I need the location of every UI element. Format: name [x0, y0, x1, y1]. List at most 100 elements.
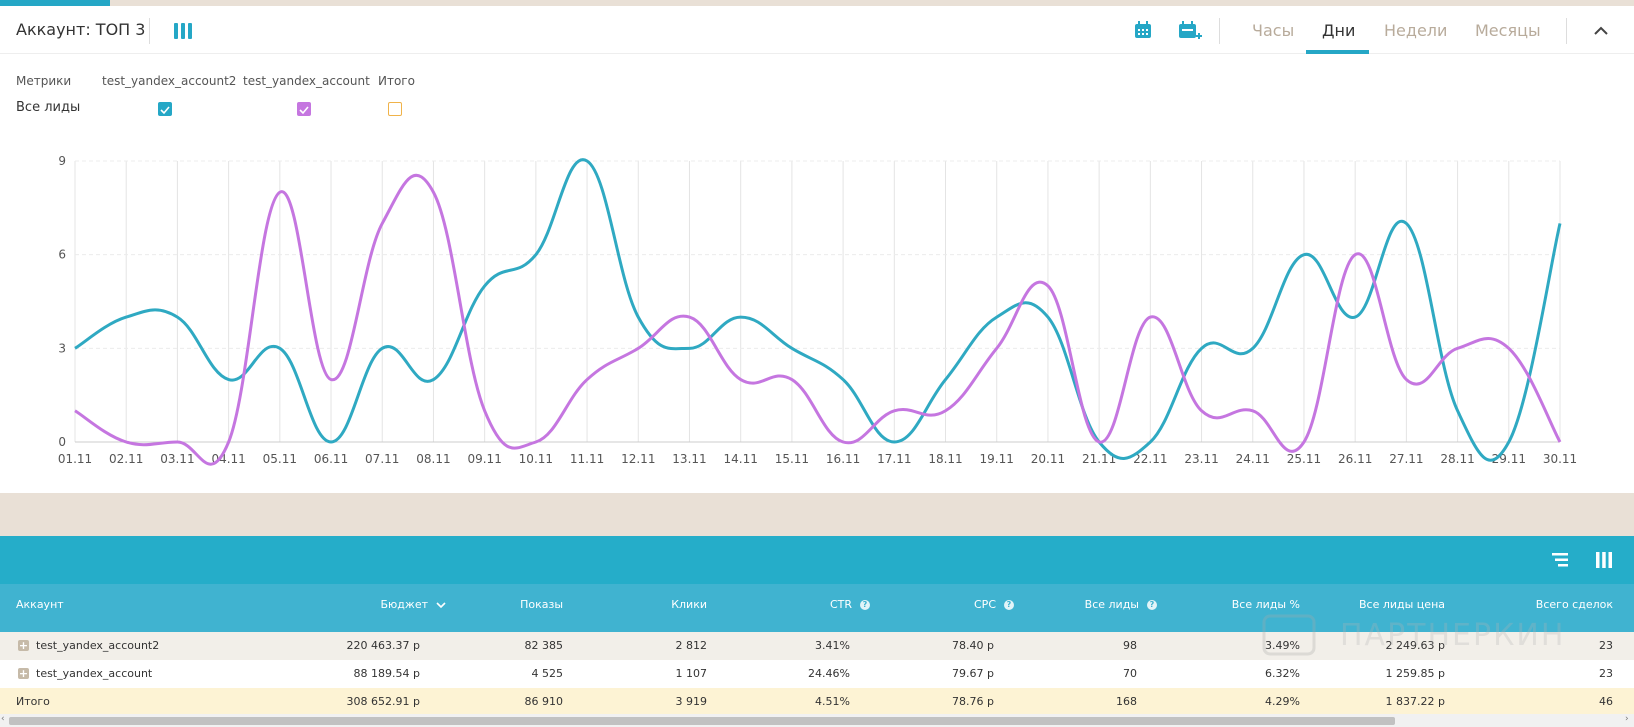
column-header-3[interactable]: Показы	[520, 598, 563, 611]
column-header-9[interactable]: Все лиды цена	[1359, 598, 1445, 611]
x-tick-label: 28.11	[1440, 452, 1474, 466]
y-tick-label: 9	[58, 154, 66, 168]
calendar-icon[interactable]	[1134, 21, 1152, 39]
legend-series-1: test_yandex_account2	[102, 74, 237, 88]
help-icon[interactable]: ?	[860, 600, 870, 610]
x-tick-label: 23.11	[1184, 452, 1218, 466]
table-cell: 2 812	[675, 639, 708, 652]
table-cell: 1 259.85 р	[1385, 667, 1445, 680]
table-cell: 78.76 р	[952, 695, 994, 708]
checkbox-series-1[interactable]	[158, 102, 172, 116]
tab-weeks[interactable]: Недели	[1384, 21, 1448, 40]
x-tick-label: 09.11	[467, 452, 501, 466]
table-row[interactable]: + test_yandex_account 88 189.54 р 4 525 1 10…	[0, 660, 1634, 688]
table-cell: 168	[1116, 695, 1137, 708]
metrics-label: Метрики	[16, 74, 72, 88]
column-header-10[interactable]: Всего сделок	[1536, 598, 1613, 611]
x-tick-label: 18.11	[928, 452, 962, 466]
expand-row-icon[interactable]: +	[18, 639, 29, 652]
table-cell: 4.51%	[815, 695, 850, 708]
divider	[149, 18, 150, 44]
leads-line-chart: 01.11 02.11 03.11 04.11 05.11 06.11 07.11 08.11…	[58, 154, 1577, 466]
checkbox-total[interactable]	[388, 102, 402, 116]
table-cell: 23	[1599, 667, 1613, 680]
horizontal-scrollbar[interactable]: ‹ ›	[0, 714, 1634, 727]
x-tick-label: 19.11	[980, 452, 1014, 466]
column-header-label: Все лиды цена	[1358, 598, 1445, 611]
tab-months[interactable]: Месяцы	[1475, 21, 1541, 40]
chevron-up-icon[interactable]	[1592, 23, 1610, 37]
x-tick-label: 11.11	[570, 452, 604, 466]
column-header-label: CTR	[829, 598, 852, 611]
table-toolbar	[0, 536, 1634, 584]
table-cell: 46	[1599, 695, 1613, 708]
column-header-4[interactable]: Клики	[671, 598, 707, 611]
table-cell: 88 189.54 р	[353, 667, 420, 680]
column-header-label: CPC	[974, 598, 996, 611]
column-header-8[interactable]: Все лиды %	[1232, 598, 1300, 611]
table-cell: 3 919	[675, 695, 708, 708]
scroll-left-icon[interactable]: ‹	[1, 714, 5, 724]
top-progress-fill	[0, 0, 110, 6]
table-cell: 6.32%	[1265, 667, 1300, 680]
column-header-1[interactable]: Аккаунт	[16, 598, 64, 611]
table-cell: 2 249.63 р	[1385, 639, 1445, 652]
tab-days[interactable]: Дни	[1322, 21, 1356, 40]
table-cell: 78.40 р	[952, 639, 994, 652]
account-name-cell: test_yandex_account2	[36, 639, 160, 652]
calendar-add-icon[interactable]	[1178, 21, 1202, 39]
column-header-label: Все лиды	[1084, 598, 1139, 611]
column-header-5[interactable]: CTR?	[830, 598, 870, 611]
sort-icon[interactable]	[1552, 552, 1568, 568]
column-header-7[interactable]: Все лиды?	[1085, 598, 1157, 611]
table-cell: 1 107	[675, 667, 708, 680]
watermark: ПАРТНЕРКИН	[1260, 610, 1580, 666]
checkbox-series-2[interactable]	[297, 102, 311, 116]
x-tick-label: 30.11	[1543, 452, 1577, 466]
y-tick-label: 3	[58, 341, 66, 355]
tab-days-indicator	[1306, 50, 1369, 54]
x-tick-label: 05.11	[263, 452, 297, 466]
help-icon[interactable]: ?	[1147, 600, 1157, 610]
x-tick-label: 08.11	[416, 452, 450, 466]
column-header-2[interactable]: Бюджет	[381, 598, 447, 612]
x-tick-label: 01.11	[58, 452, 92, 466]
columns-icon[interactable]	[1596, 552, 1612, 568]
y-tick-label: 6	[58, 248, 66, 262]
table-cell: 86 910	[524, 695, 564, 708]
table-row[interactable]: + test_yandex_account2 220 463.37 р 82 385 2…	[0, 632, 1634, 660]
x-tick-label: 03.11	[160, 452, 194, 466]
column-header-label: Аккаунт	[16, 598, 64, 611]
legend-series-2: test_yandex_account	[243, 74, 370, 88]
table-cell: 3.49%	[1265, 639, 1300, 652]
page-title: Аккаунт: ТОП 3	[16, 20, 146, 39]
x-tick-label: 17.11	[877, 452, 911, 466]
x-tick-label: 12.11	[621, 452, 655, 466]
columns-icon[interactable]	[174, 23, 192, 39]
help-icon[interactable]: ?	[1004, 600, 1014, 610]
x-tick-label: 16.11	[826, 452, 860, 466]
table-cell: 24.46%	[808, 667, 850, 680]
column-header-label: Показы	[520, 598, 563, 611]
table-header	[0, 584, 1634, 632]
table-total-row[interactable]: Итого 308 652.91 р 86 910 3 919 4.51% 78.76 р…	[0, 688, 1634, 716]
x-tick-label: 06.11	[314, 452, 348, 466]
x-tick-label: 04.11	[211, 452, 245, 466]
tab-hours[interactable]: Часы	[1252, 21, 1295, 40]
x-tick-label: 10.11	[519, 452, 553, 466]
panel-header: Аккаунт: ТОП 3	[0, 6, 1634, 54]
expand-row-icon[interactable]: +	[18, 667, 29, 680]
chart-panel: Аккаунт: ТОП 3	[0, 6, 1634, 493]
column-header-label: Все лиды %	[1231, 598, 1300, 611]
column-header-6[interactable]: CPC?	[974, 598, 1014, 611]
x-tick-label: 07.11	[365, 452, 399, 466]
column-header-label: Всего сделок	[1535, 598, 1613, 611]
legend-total: Итого	[378, 74, 415, 88]
table-cell: 3.41%	[815, 639, 850, 652]
table-cell: 98	[1123, 639, 1137, 652]
table-cell: 4.29%	[1265, 695, 1300, 708]
sort-down-icon[interactable]	[436, 599, 446, 612]
scroll-right-icon[interactable]: ›	[1625, 714, 1629, 724]
table-cell: 220 463.37 р	[346, 639, 420, 652]
scrollbar-thumb[interactable]	[9, 717, 1395, 725]
